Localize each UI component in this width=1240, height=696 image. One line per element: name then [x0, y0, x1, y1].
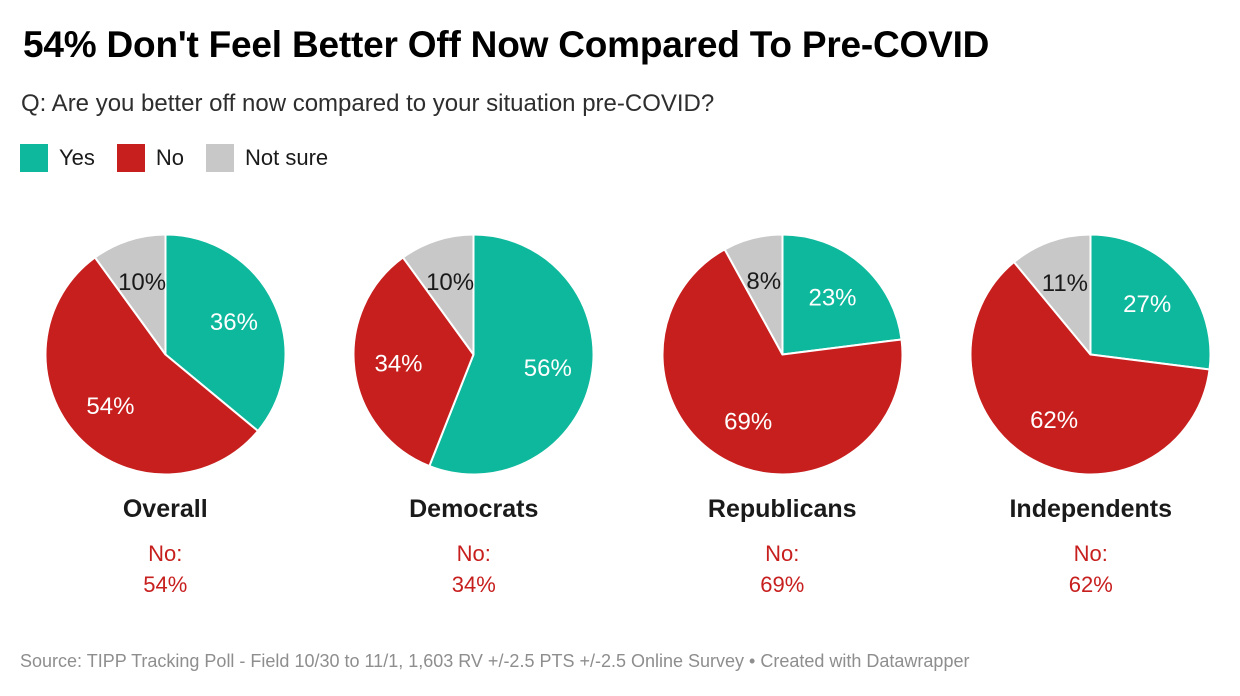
legend-item-no: No	[116, 144, 185, 172]
pie-callout-no: No:	[765, 541, 800, 566]
pie-slice-label: 56%	[524, 355, 572, 382]
pie-slice-no	[352, 256, 475, 468]
pie-slice-label: 34%	[375, 351, 423, 378]
pie-slice-no	[44, 256, 259, 476]
pie-callout-value: 62%	[1068, 572, 1113, 597]
pie-column: 27% 62% 11% Independents No: 62%	[937, 232, 1240, 600]
source-line: Source: TIPP Tracking Poll - Field 10/30…	[20, 651, 970, 671]
pie-slice-label: 23%	[808, 284, 856, 311]
pie-chart: 27% 62% 11%	[969, 233, 1212, 476]
pie-callout-no: No:	[148, 541, 183, 566]
pie-callout-no: No:	[456, 541, 491, 566]
pie-chart: 23% 69% 8%	[661, 233, 904, 476]
pie-slice-label: 11%	[1042, 270, 1088, 297]
pie-slice-not-sure	[723, 233, 784, 356]
legend: Yes No Not sure	[20, 144, 328, 172]
pie-group-label: Overall	[122, 495, 208, 523]
pie-slice-not-sure	[1013, 233, 1092, 356]
pie-chart: 56% 34% 10%	[352, 233, 595, 476]
legend-item-yes: Yes	[20, 144, 95, 172]
pie-callout-value: 34%	[451, 572, 496, 597]
legend-item-not-sure: Not sure	[206, 144, 328, 172]
pie-slice-not-sure	[93, 233, 167, 356]
pie-slice-yes	[1089, 233, 1212, 371]
pie-slice-label: 10%	[426, 269, 474, 296]
pie-column: 56% 34% 10% Democrats No: 34%	[320, 232, 629, 600]
legend-swatch-no	[116, 144, 145, 172]
legend-label-no: No	[155, 145, 185, 170]
legend-swatch-not-sure	[206, 144, 235, 172]
pie-slice-label: 69%	[724, 408, 772, 435]
pie-slice-label: 8%	[746, 268, 781, 295]
pie-callout: No: 34%	[452, 538, 496, 600]
pie-callout: No: 62%	[1069, 538, 1113, 600]
pie-callout-no: No:	[1073, 541, 1108, 566]
pie-callout-value: 54%	[143, 572, 188, 597]
legend-label-not-sure: Not sure	[245, 145, 329, 170]
pie-column: 23% 69% 8% Republicans No: 69%	[628, 232, 937, 600]
pie-slice-no	[969, 261, 1211, 476]
pie-slice-label: 36%	[210, 309, 258, 336]
pie-slice-yes	[164, 233, 287, 432]
legend-swatch-yes	[20, 144, 48, 172]
chart-title: 54% Don't Feel Better Off Now Compared T…	[23, 24, 990, 65]
chart-subtitle: Q: Are you better off now compared to yo…	[21, 90, 715, 117]
pie-callout-value: 69%	[760, 572, 805, 597]
pie-column: 36% 54% 10% Overall No: 54%	[11, 232, 320, 600]
pie-slice-label: 10%	[118, 269, 166, 296]
pies-row: 36% 54% 10% Overall No: 54% 56% 34% 10% Demo…	[11, 232, 1240, 600]
pie-group-label: Democrats	[409, 495, 539, 523]
pie-slice-not-sure	[402, 233, 475, 356]
pie-group-label: Independents	[1009, 495, 1172, 523]
pie-group-label: Republicans	[707, 495, 857, 523]
pie-callout: No: 54%	[143, 538, 187, 600]
legend-label-yes: Yes	[59, 145, 95, 170]
pie-slice-no	[661, 248, 904, 476]
pie-callout: No: 69%	[760, 538, 804, 600]
pie-slice-label: 62%	[1030, 407, 1078, 434]
pie-slice-label: 54%	[86, 393, 134, 420]
pie-chart: 36% 54% 10%	[44, 233, 287, 476]
pie-slice-label: 27%	[1123, 291, 1171, 318]
pie-slice-yes	[428, 233, 595, 476]
pie-slice-yes	[781, 233, 903, 356]
